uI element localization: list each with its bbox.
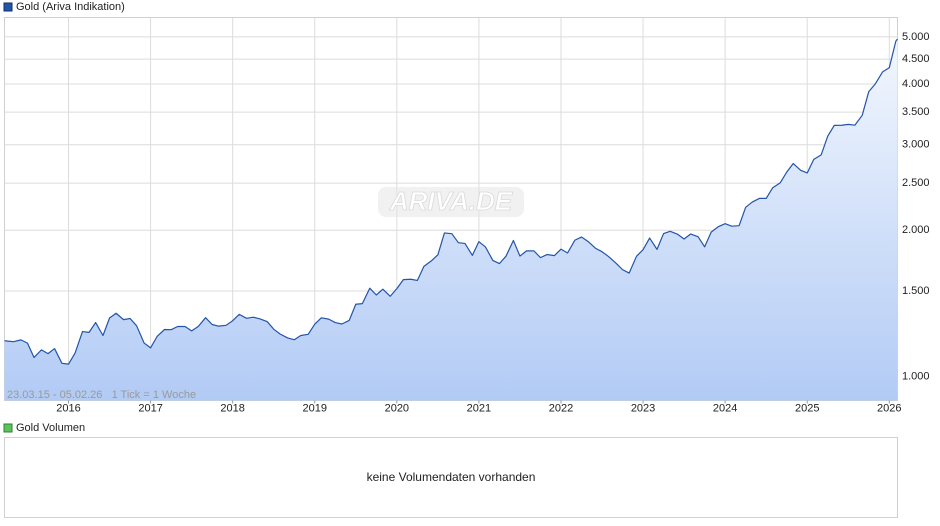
x-tick-label: 2025 bbox=[795, 402, 819, 414]
x-tick-label: 2021 bbox=[467, 402, 491, 414]
x-tick-label: 2024 bbox=[713, 402, 737, 414]
y-tick-label: 3.500 bbox=[902, 106, 930, 118]
area-fill bbox=[4, 38, 898, 401]
price-line bbox=[4, 38, 898, 365]
x-tick-label: 2019 bbox=[303, 402, 327, 414]
x-tick-label: 2017 bbox=[138, 402, 162, 414]
x-tick-label: 2016 bbox=[56, 402, 80, 414]
watermark: ARIVA.DE bbox=[389, 186, 513, 216]
chart-title: Gold (Ariva Indikation) bbox=[16, 1, 125, 13]
y-tick-label: 3.000 bbox=[902, 139, 930, 151]
volume-title: Gold Volumen bbox=[16, 422, 85, 434]
x-tick-label: 2020 bbox=[385, 402, 409, 414]
y-tick-label: 4.500 bbox=[902, 53, 930, 65]
y-tick-label: 2.500 bbox=[902, 177, 930, 189]
x-tick-label: 2026 bbox=[877, 402, 901, 414]
volume-message: keine Volumendaten vorhanden bbox=[367, 470, 536, 484]
y-tick-label: 1.500 bbox=[902, 285, 930, 297]
y-tick-label: 5.000 bbox=[902, 31, 930, 43]
volume-panel bbox=[4, 437, 898, 518]
legend-swatch bbox=[3, 423, 13, 433]
range-info: 23.03.15 - 05.02.26 1 Tick = 1 Woche bbox=[7, 389, 196, 401]
x-tick-label: 2022 bbox=[549, 402, 573, 414]
y-tick-label: 4.000 bbox=[902, 78, 930, 90]
y-tick-label: 1.000 bbox=[902, 371, 930, 383]
x-tick-label: 2018 bbox=[220, 402, 244, 414]
x-tick-label: 2023 bbox=[631, 402, 655, 414]
y-tick-label: 2.000 bbox=[902, 224, 930, 236]
legend-swatch bbox=[3, 2, 13, 12]
watermark-bg bbox=[378, 187, 524, 217]
